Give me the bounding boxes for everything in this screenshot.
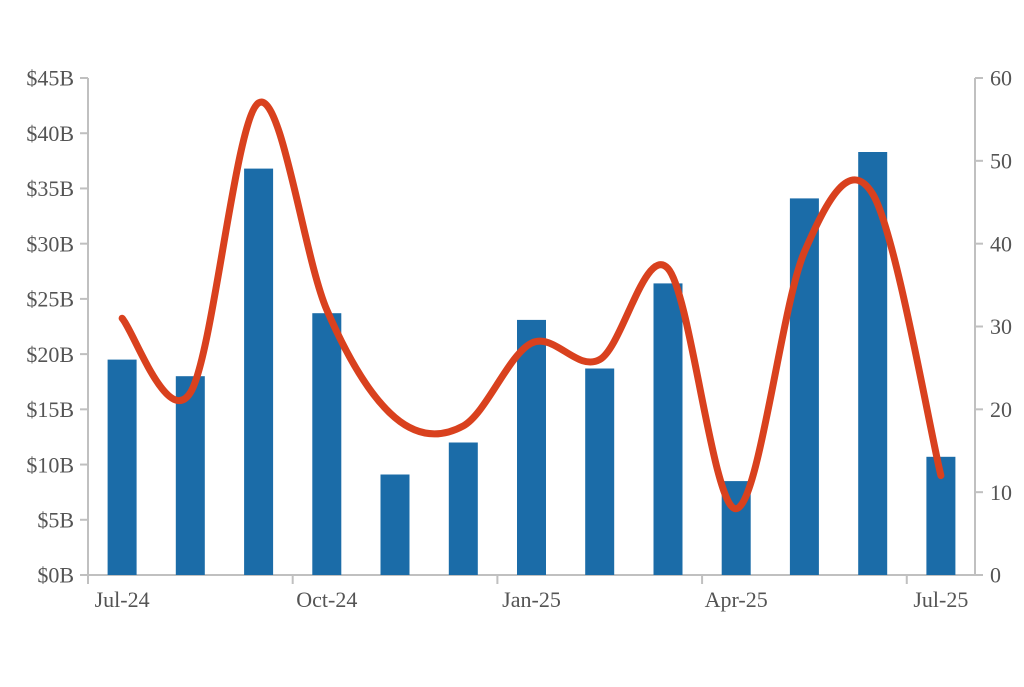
- x-axis-tick-label: Oct-24: [296, 587, 357, 612]
- left-axis-tick-label: $45B: [26, 66, 74, 91]
- x-axis: Jul-24 Oct-24 Jan-25 Apr-25 Jul-25: [87, 575, 968, 612]
- left-axis-tick-label: $30B: [26, 231, 74, 256]
- right-axis-tick-label: 40: [990, 231, 1012, 256]
- right-axis-tick-label: 50: [990, 149, 1012, 174]
- x-axis-tick-label: Jul-25: [913, 587, 968, 612]
- left-axis-tick-label: $0B: [37, 563, 74, 588]
- bar-series: [107, 152, 956, 575]
- left-axis-tick-label: $35B: [26, 176, 74, 201]
- right-axis: 0 10 20 30 40 50 60: [975, 66, 1012, 588]
- right-axis-tick-label: 0: [990, 563, 1001, 588]
- trend-line: [118, 98, 945, 513]
- bar: [585, 368, 615, 575]
- left-axis-tick-label: $15B: [26, 397, 74, 422]
- x-axis-tick-label: Jul-24: [95, 587, 150, 612]
- bar: [380, 474, 410, 575]
- left-axis-tick-label: $40B: [26, 121, 74, 146]
- bar: [244, 168, 274, 575]
- bar: [517, 319, 546, 575]
- left-axis: $0B $5B $10B $15B $20B $25B $30B $35B $40B $45B: [26, 66, 88, 588]
- bar: [107, 359, 137, 575]
- left-axis-tick-label: $10B: [26, 452, 74, 477]
- left-axis-tick-label: $5B: [37, 507, 74, 532]
- right-axis-tick-label: 60: [990, 66, 1012, 91]
- right-axis-tick-label: 20: [990, 397, 1012, 422]
- bar: [175, 376, 205, 575]
- left-axis-tick-label: $20B: [26, 342, 74, 367]
- bar: [312, 313, 342, 575]
- x-axis-tick-label: Apr-25: [705, 587, 768, 612]
- x-axis-tick-label: Jan-25: [502, 587, 561, 612]
- left-axis-tick-label: $25B: [26, 287, 74, 312]
- bar: [448, 442, 478, 575]
- right-axis-tick-label: 30: [990, 314, 1012, 339]
- bar: [653, 283, 683, 575]
- right-axis-tick-label: 10: [990, 480, 1012, 505]
